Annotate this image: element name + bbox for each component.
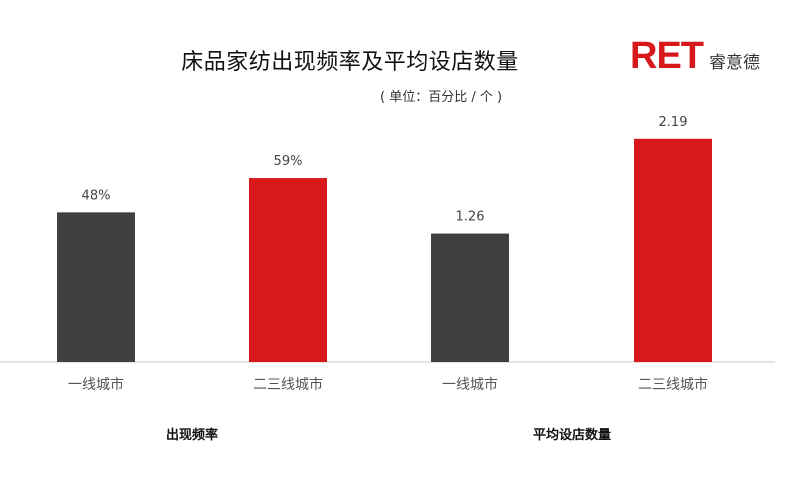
- data-label: 48%: [82, 188, 111, 203]
- category-label: 一线城市: [442, 376, 498, 393]
- category-label: 二三线城市: [638, 376, 708, 393]
- brand-logo: RET 睿意德: [630, 34, 760, 77]
- bar-2-2: [634, 138, 712, 362]
- bar-1-1: [57, 212, 135, 362]
- data-label: 2.19: [659, 115, 688, 130]
- bar-1-2: [249, 178, 327, 362]
- group-label: 出现频率: [166, 427, 218, 443]
- logo-mark: RET: [630, 34, 704, 77]
- category-label: 二三线城市: [253, 376, 323, 393]
- data-label: 59%: [274, 154, 303, 169]
- unit-note: ( 单位：百分比 / 个 ): [380, 90, 503, 105]
- group-label: 平均设店数量: [533, 427, 611, 443]
- category-label: 一线城市: [68, 376, 124, 393]
- bar-2-1: [431, 233, 509, 362]
- data-label: 1.26: [456, 210, 485, 225]
- chart-title: 床品家纺出现频率及平均设店数量: [181, 50, 519, 75]
- logo-name: 睿意德: [709, 52, 760, 73]
